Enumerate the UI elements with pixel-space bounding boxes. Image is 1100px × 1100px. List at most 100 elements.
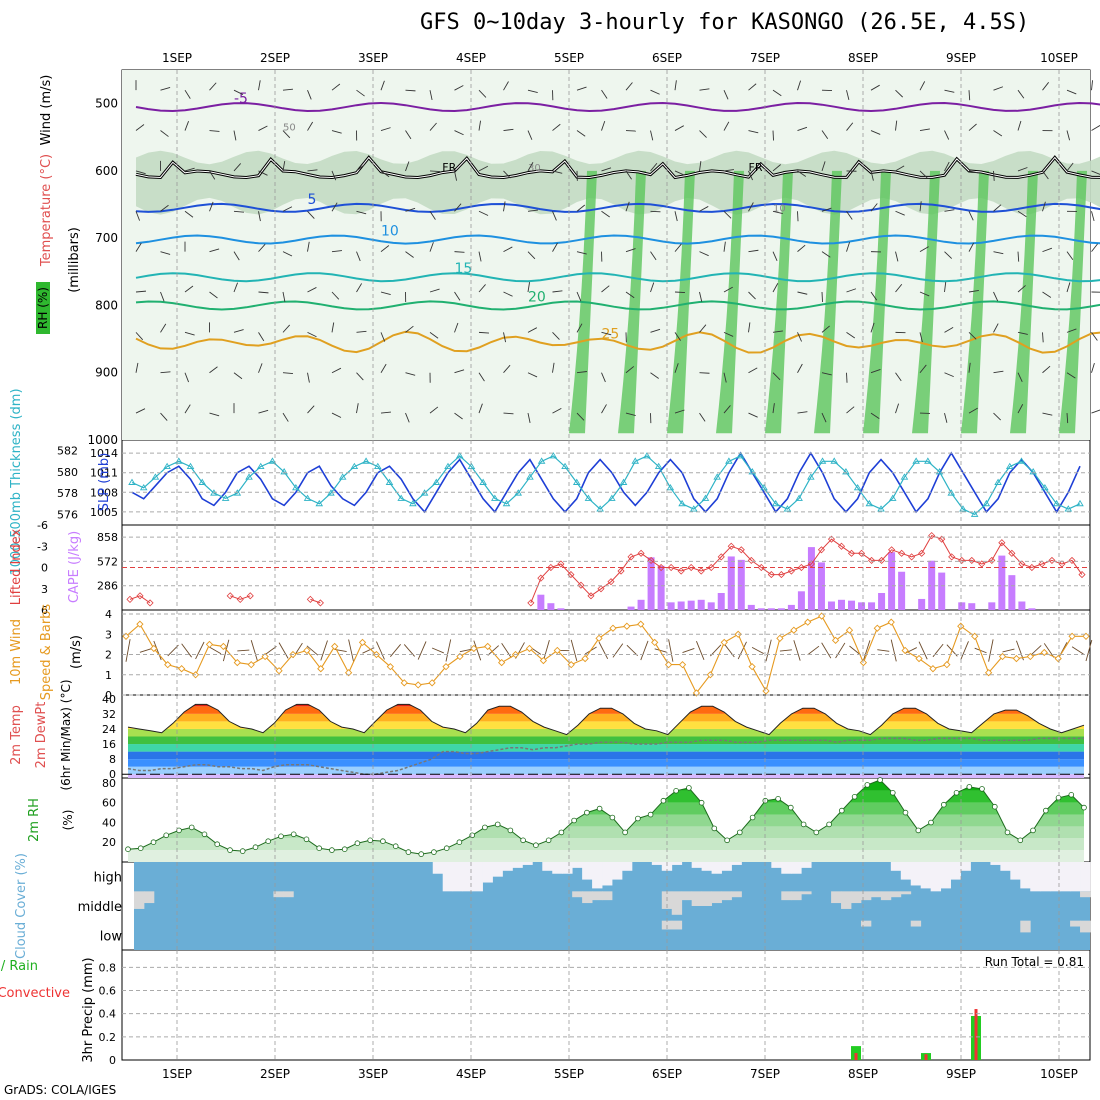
temp-band	[128, 766, 1084, 775]
li-line	[129, 595, 151, 604]
thickness-point	[748, 468, 757, 475]
wind-barb	[258, 125, 268, 131]
wind-barb	[846, 211, 853, 220]
wind-speed-point	[233, 658, 241, 667]
cape-bar	[717, 593, 725, 610]
wind-barb	[503, 246, 513, 253]
wind-barb	[331, 322, 335, 333]
wind-barb	[356, 251, 361, 262]
cloud-row-label: low	[100, 929, 123, 944]
wind-barb	[944, 326, 954, 333]
wind-barb	[650, 282, 655, 293]
li-line	[310, 598, 321, 604]
wind-barb	[870, 322, 875, 333]
temp-tick-label: 40	[102, 693, 116, 706]
cloud-cell	[791, 862, 802, 874]
thickness-point	[561, 462, 569, 470]
wind-barb	[674, 409, 685, 414]
wind-barb	[184, 285, 194, 293]
li-point	[717, 553, 725, 561]
cloud-cell	[1050, 862, 1061, 892]
top-day-label: 6SEP	[652, 51, 682, 65]
cloud-cell	[572, 891, 583, 898]
thickness-point	[280, 468, 288, 475]
cloud-cell	[482, 862, 493, 883]
rh-point	[482, 824, 488, 831]
wind-barb	[1042, 247, 1053, 253]
wind-barb	[454, 85, 464, 91]
cloud-cell	[592, 862, 603, 889]
wind-barb	[674, 363, 679, 373]
thickness-point	[1017, 457, 1026, 464]
wind-barb	[380, 127, 391, 131]
wind-barb	[772, 330, 783, 333]
wind-speed-point	[122, 632, 130, 640]
cloud-cell	[502, 862, 513, 871]
thickness-point	[502, 499, 511, 507]
wind-barb	[160, 291, 165, 302]
precip-convective-bar	[924, 1054, 928, 1060]
wind-barb	[233, 163, 242, 172]
wind-barb	[405, 325, 414, 333]
thickness-point	[631, 457, 640, 464]
rh-tick-label: 20	[102, 836, 116, 849]
wind-barb	[625, 82, 633, 91]
wind-barb	[380, 170, 390, 178]
wind-axis-label: Wind (m/s)	[39, 75, 54, 146]
wind-barb	[503, 412, 514, 415]
wind-barb	[527, 89, 538, 94]
cloud-row-label: middle	[78, 900, 122, 915]
thickness-point	[1076, 499, 1084, 507]
thickness-point	[725, 457, 733, 464]
li-tick-label: 6	[41, 604, 48, 617]
temp-tick-label: 8	[109, 753, 116, 766]
wind-barb	[1066, 328, 1077, 333]
wind-speed-line	[125, 615, 1086, 695]
top-day-label: 1SEP	[162, 51, 192, 65]
li-point	[918, 549, 926, 557]
top-day-label: 2SEP	[260, 51, 290, 65]
wind-barb	[160, 412, 168, 421]
wind-barb	[674, 170, 685, 176]
wind-barb	[576, 323, 583, 333]
wind-speed-point	[400, 679, 408, 687]
rh-point	[163, 832, 170, 839]
cloud-cell	[671, 920, 683, 930]
rh-contour-label: 10	[773, 203, 786, 214]
cloud-cell	[1030, 862, 1041, 892]
rh-point	[520, 837, 526, 844]
wind-barb	[1066, 372, 1076, 379]
wind-speed-point	[581, 654, 589, 663]
wind-barb	[968, 90, 971, 101]
thickness-point	[608, 494, 616, 501]
thickness-point	[643, 452, 651, 459]
rh-point	[469, 832, 476, 839]
wind-speed-point	[873, 624, 881, 632]
temp-band	[128, 736, 1084, 745]
wind-barb	[699, 251, 709, 257]
wind-barb	[209, 366, 218, 374]
wind-barb-10m	[890, 639, 897, 662]
rh-point	[902, 809, 909, 816]
li-point	[1078, 571, 1086, 579]
wind-barb	[233, 329, 244, 333]
cloud-cell	[1020, 862, 1031, 889]
wind-barb-10m	[1085, 639, 1093, 662]
wind-barb	[527, 372, 538, 378]
wind-barb	[209, 130, 220, 132]
thickness-point	[1052, 499, 1061, 507]
wind-barb	[674, 332, 681, 341]
cloud-cell	[462, 862, 473, 892]
isotherm-line	[135, 300, 1100, 311]
li-point	[577, 581, 585, 589]
wind-barb-10m	[570, 639, 578, 662]
cloud-cell	[960, 862, 971, 871]
wind-barb	[454, 291, 461, 301]
wind-speed-point	[1068, 632, 1076, 640]
wind-barb-10m	[821, 642, 832, 659]
cloud-cell	[860, 891, 872, 901]
wind-barb-10m	[960, 641, 969, 660]
wind-barb	[282, 88, 293, 91]
precip-tick-label: 0.6	[99, 985, 117, 998]
wind-speed-point	[971, 632, 979, 640]
